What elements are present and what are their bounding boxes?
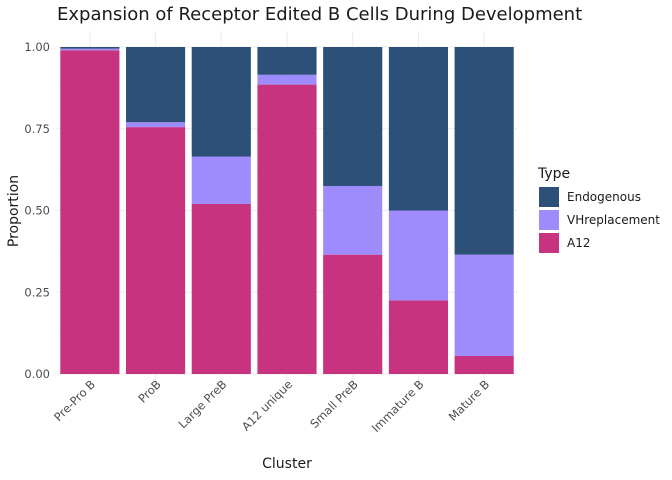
bar-segment-vhreplacement bbox=[388, 210, 448, 301]
y-tick-label: 1.00 bbox=[24, 40, 50, 54]
legend-label: A12 bbox=[567, 236, 590, 250]
x-tick-label: Pre-Pro B bbox=[51, 377, 98, 424]
bar-segment-a12 bbox=[257, 84, 317, 374]
x-axis-ticks: Pre-Pro B ProB Large PreB A12 unique Small P… bbox=[51, 377, 492, 435]
bar-segment-endogenous bbox=[191, 47, 251, 157]
bar-segment-vhreplacement bbox=[454, 254, 514, 357]
x-tick-label: Mature B bbox=[446, 377, 493, 424]
bar-segment-vhreplacement bbox=[60, 48, 120, 51]
bar-segment-endogenous bbox=[323, 47, 383, 186]
bar-segment-a12 bbox=[126, 127, 186, 375]
y-axis-title: Proportion bbox=[6, 175, 22, 247]
bar-segment-vhreplacement bbox=[257, 74, 317, 85]
y-axis-ticks: 0.00 0.25 0.50 0.75 1.00 bbox=[24, 40, 50, 381]
bar-segment-a12 bbox=[323, 254, 383, 374]
x-tick-label: Large PreB bbox=[176, 377, 230, 431]
bar-segment-endogenous bbox=[388, 47, 448, 211]
x-tick-label: Small PreB bbox=[307, 377, 361, 431]
bar-segment-endogenous bbox=[60, 47, 120, 49]
bar-segment-a12 bbox=[191, 203, 251, 374]
bars bbox=[60, 47, 514, 375]
y-tick-label: 0.25 bbox=[24, 285, 50, 299]
bar-segment-endogenous bbox=[454, 47, 514, 255]
bar-segment-vhreplacement bbox=[126, 122, 186, 128]
y-tick-label: 0.75 bbox=[24, 122, 50, 136]
bar-segment-vhreplacement bbox=[191, 156, 251, 204]
bar-segment-vhreplacement bbox=[323, 185, 383, 255]
legend-swatch bbox=[539, 187, 559, 207]
legend-title: Type bbox=[537, 166, 570, 182]
bar-segment-endogenous bbox=[257, 47, 317, 75]
legend: Type Endogenous VHreplacement A12 bbox=[537, 166, 660, 253]
legend-label: Endogenous bbox=[567, 190, 641, 204]
x-axis-title: Cluster bbox=[262, 456, 312, 472]
bar-segment-a12 bbox=[388, 300, 448, 374]
bar-segment-endogenous bbox=[126, 47, 186, 123]
bar-segment-a12 bbox=[454, 356, 514, 374]
bar-segment-a12 bbox=[60, 50, 120, 375]
legend-label: VHreplacement bbox=[567, 213, 660, 227]
x-tick-label: ProB bbox=[135, 377, 163, 405]
y-tick-label: 0.50 bbox=[24, 204, 50, 218]
legend-swatch bbox=[539, 233, 559, 253]
y-tick-label: 0.00 bbox=[24, 367, 50, 381]
chart-title: Expansion of Receptor Edited B Cells Dur… bbox=[57, 4, 582, 25]
x-tick-label: Immature B bbox=[369, 377, 427, 435]
legend-swatch bbox=[539, 210, 559, 230]
x-tick-label: A12 unique bbox=[239, 377, 295, 433]
